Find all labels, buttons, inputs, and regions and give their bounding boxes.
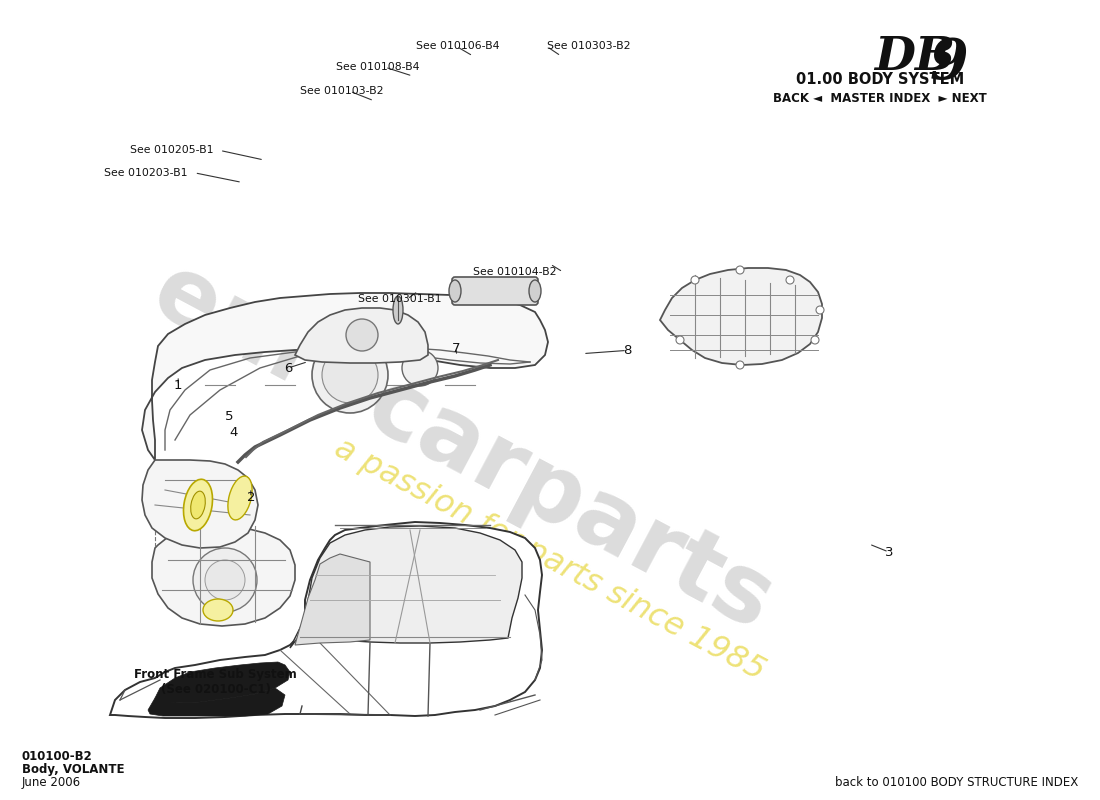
Circle shape	[691, 276, 698, 284]
Circle shape	[205, 560, 245, 600]
Text: back to 010100 BODY STRUCTURE INDEX: back to 010100 BODY STRUCTURE INDEX	[835, 776, 1078, 789]
Polygon shape	[142, 293, 548, 460]
Text: See 010108-B4: See 010108-B4	[336, 62, 419, 72]
Polygon shape	[142, 460, 258, 548]
Text: 1: 1	[174, 379, 183, 392]
Text: Body, VOLANTE: Body, VOLANTE	[22, 763, 124, 776]
Polygon shape	[295, 554, 370, 645]
Ellipse shape	[449, 280, 461, 302]
Polygon shape	[152, 525, 295, 626]
Ellipse shape	[204, 599, 233, 621]
Text: See 010205-B1: See 010205-B1	[130, 146, 213, 155]
Circle shape	[736, 361, 744, 369]
Ellipse shape	[190, 491, 206, 519]
Circle shape	[192, 548, 257, 612]
Circle shape	[736, 266, 744, 274]
Text: 4: 4	[229, 426, 238, 438]
Circle shape	[816, 306, 824, 314]
Text: 2: 2	[246, 491, 255, 504]
Circle shape	[811, 336, 819, 344]
Polygon shape	[155, 662, 290, 703]
Text: See 010106-B4: See 010106-B4	[416, 42, 499, 51]
Text: See 010303-B2: See 010303-B2	[547, 42, 630, 51]
Polygon shape	[110, 522, 542, 718]
Ellipse shape	[228, 476, 252, 520]
Text: Front Frame Sub System
(See 020100-C1): Front Frame Sub System (See 020100-C1)	[134, 667, 297, 696]
Text: 3: 3	[884, 546, 893, 558]
Text: eurocarparts: eurocarparts	[136, 246, 788, 650]
Text: See 010203-B1: See 010203-B1	[104, 168, 188, 178]
Text: 7: 7	[452, 342, 461, 354]
Polygon shape	[295, 308, 428, 363]
Text: See 010103-B2: See 010103-B2	[300, 86, 384, 96]
Ellipse shape	[184, 479, 212, 530]
Text: 5: 5	[224, 410, 233, 422]
Circle shape	[786, 276, 794, 284]
FancyBboxPatch shape	[452, 277, 538, 305]
Text: 6: 6	[284, 362, 293, 374]
Ellipse shape	[529, 280, 541, 302]
Circle shape	[676, 336, 684, 344]
Ellipse shape	[393, 296, 403, 324]
Text: a passion for parts since 1985: a passion for parts since 1985	[329, 433, 771, 687]
Text: 010100-B2: 010100-B2	[22, 750, 92, 762]
Text: 01.00 BODY SYSTEM: 01.00 BODY SYSTEM	[796, 72, 964, 87]
Text: June 2006: June 2006	[22, 776, 81, 789]
Circle shape	[402, 350, 438, 386]
Text: BACK ◄  MASTER INDEX  ► NEXT: BACK ◄ MASTER INDEX ► NEXT	[773, 92, 987, 105]
Text: 8: 8	[623, 344, 631, 357]
Text: DB: DB	[874, 34, 956, 80]
Text: See 010301-B1: See 010301-B1	[358, 294, 441, 304]
Circle shape	[322, 347, 378, 403]
Text: 9: 9	[930, 36, 968, 91]
Polygon shape	[290, 526, 522, 648]
Text: See 010104-B2: See 010104-B2	[473, 267, 557, 277]
Polygon shape	[148, 688, 285, 716]
Polygon shape	[660, 268, 822, 365]
Circle shape	[346, 319, 378, 351]
Circle shape	[312, 337, 388, 413]
